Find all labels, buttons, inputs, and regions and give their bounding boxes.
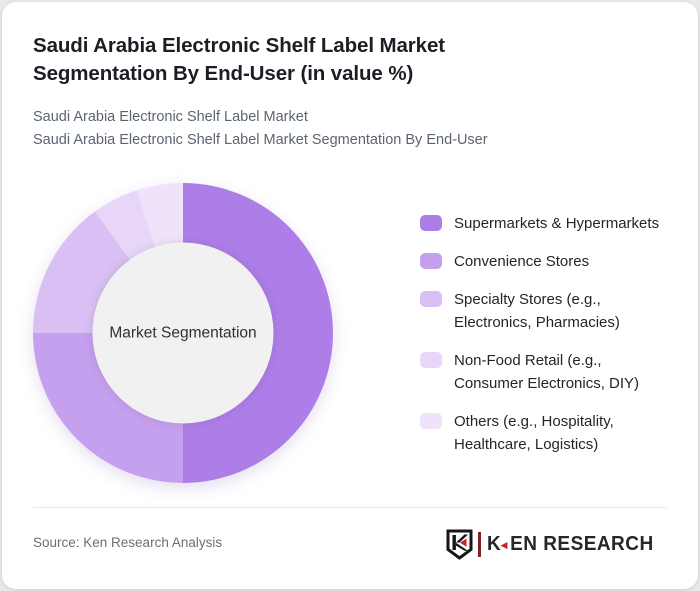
logo-rest: EN RESEARCH bbox=[510, 533, 654, 555]
page-title: Saudi Arabia Electronic Shelf Label Mark… bbox=[33, 34, 445, 85]
donut-hole: Market Segmentation bbox=[92, 242, 274, 424]
legend-swatch bbox=[420, 352, 442, 368]
shield-k-icon bbox=[446, 529, 473, 560]
legend-swatch bbox=[420, 253, 442, 269]
source-note: Source: Ken Research Analysis bbox=[33, 535, 223, 550]
legend-label: Convenience Stores bbox=[454, 253, 590, 270]
logo-letter-k: K bbox=[487, 533, 502, 555]
logo-wordmark: K ◄ EN RESEARCH bbox=[487, 533, 654, 556]
legend-swatch bbox=[420, 215, 442, 231]
chart-legend: Supermarkets & Hypermarkets Convenience … bbox=[420, 212, 678, 456]
donut-chart: Market Segmentation bbox=[33, 183, 333, 483]
legend-item-specialty: Specialty Stores (e.g., Electronics, Pha… bbox=[420, 288, 678, 334]
footer-divider bbox=[33, 507, 667, 508]
legend-label: Specialty Stores (e.g., Electronics, Pha… bbox=[454, 291, 620, 331]
red-triangle-icon: ◄ bbox=[498, 537, 511, 552]
legend-item-nonfood: Non-Food Retail (e.g., Consumer Electron… bbox=[420, 349, 678, 395]
subtitle-segmentation: Saudi Arabia Electronic Shelf Label Mark… bbox=[33, 132, 488, 148]
legend-item-supermarkets: Supermarkets & Hypermarkets bbox=[420, 212, 678, 235]
legend-item-others: Others (e.g., Hospitality, Healthcare, L… bbox=[420, 410, 678, 456]
donut-center-label: Market Segmentation bbox=[109, 324, 257, 341]
legend-swatch bbox=[420, 413, 442, 429]
legend-label: Others (e.g., Hospitality, Healthcare, L… bbox=[454, 413, 614, 453]
logo-separator bbox=[478, 532, 481, 557]
legend-item-convenience: Convenience Stores bbox=[420, 250, 678, 273]
legend-label: Supermarkets & Hypermarkets bbox=[454, 215, 660, 232]
legend-label: Non-Food Retail (e.g., Consumer Electron… bbox=[454, 352, 640, 392]
ken-research-logo: K ◄ EN RESEARCH bbox=[446, 529, 662, 560]
subtitle-market: Saudi Arabia Electronic Shelf Label Mark… bbox=[33, 109, 308, 125]
legend-swatch bbox=[420, 291, 442, 307]
